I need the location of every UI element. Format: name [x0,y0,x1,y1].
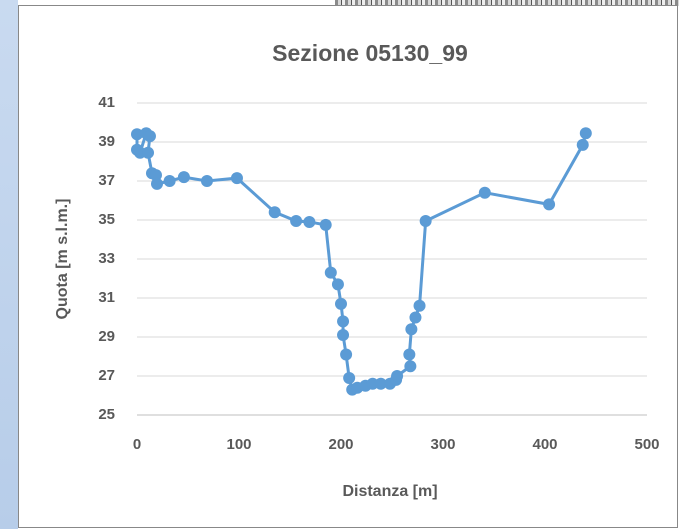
data-point [164,175,176,187]
x-axis-label: Distanza [m] [342,483,437,500]
data-point [414,300,426,312]
data-point [391,370,403,382]
x-tick-label: 0 [133,436,141,453]
chart: Sezione 05130_99 Distanza [m] Quota [m s… [0,0,679,529]
data-point [343,372,355,384]
data-point [337,315,349,327]
data-point [320,219,332,231]
data-point [325,267,337,279]
data-point [290,215,302,227]
x-tick-label: 200 [328,436,353,453]
y-tick-label: 41 [98,94,115,111]
data-point [577,139,589,151]
data-point [151,178,163,190]
x-tick-label: 500 [634,436,659,453]
data-point [479,187,491,199]
data-point [580,127,592,139]
data-point [409,312,421,324]
data-point [335,298,347,310]
data-point [405,323,417,335]
data-point [144,130,156,142]
data-point [543,198,555,210]
data-point [403,349,415,361]
y-tick-label: 37 [98,172,115,189]
data-point [337,329,349,341]
data-point [420,215,432,227]
y-axis-label: Quota [m s.l.m.] [54,199,71,320]
screen: Sezione 05130_99 Distanza [m] Quota [m s… [0,0,679,529]
data-point [142,147,154,159]
x-tick-label: 100 [226,436,251,453]
y-tick-label: 25 [98,406,115,423]
chart-title: Sezione 05130_99 [272,40,468,66]
data-point [332,278,344,290]
data-point [201,175,213,187]
data-point [303,216,315,228]
x-tick-label: 300 [430,436,455,453]
data-point [231,172,243,184]
y-tick-label: 35 [98,211,115,228]
y-tick-label: 27 [98,367,115,384]
y-tick-label: 33 [98,250,115,267]
data-point [269,206,281,218]
data-point [178,171,190,183]
x-tick-label: 400 [532,436,557,453]
y-tick-label: 31 [98,289,115,306]
data-point [404,360,416,372]
y-tick-label: 29 [98,328,115,345]
data-point [340,349,352,361]
y-tick-label: 39 [98,133,115,150]
